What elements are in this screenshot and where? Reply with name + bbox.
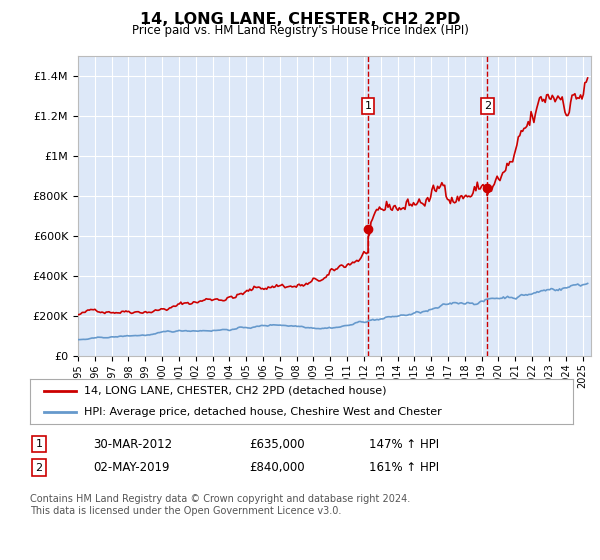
- Text: 02-MAY-2019: 02-MAY-2019: [93, 461, 170, 474]
- Text: £635,000: £635,000: [249, 437, 305, 451]
- Text: Price paid vs. HM Land Registry's House Price Index (HPI): Price paid vs. HM Land Registry's House …: [131, 24, 469, 37]
- Text: £840,000: £840,000: [249, 461, 305, 474]
- Text: 147% ↑ HPI: 147% ↑ HPI: [369, 437, 439, 451]
- Text: 161% ↑ HPI: 161% ↑ HPI: [369, 461, 439, 474]
- Text: 30-MAR-2012: 30-MAR-2012: [93, 437, 172, 451]
- Text: 2: 2: [484, 101, 491, 111]
- Text: 1: 1: [365, 101, 371, 111]
- Text: Contains HM Land Registry data © Crown copyright and database right 2024.
This d: Contains HM Land Registry data © Crown c…: [30, 494, 410, 516]
- Text: 14, LONG LANE, CHESTER, CH2 2PD: 14, LONG LANE, CHESTER, CH2 2PD: [140, 12, 460, 27]
- Text: 1: 1: [35, 439, 43, 449]
- Text: HPI: Average price, detached house, Cheshire West and Chester: HPI: Average price, detached house, Ches…: [85, 407, 442, 417]
- Text: 14, LONG LANE, CHESTER, CH2 2PD (detached house): 14, LONG LANE, CHESTER, CH2 2PD (detache…: [85, 386, 387, 396]
- Text: 2: 2: [35, 463, 43, 473]
